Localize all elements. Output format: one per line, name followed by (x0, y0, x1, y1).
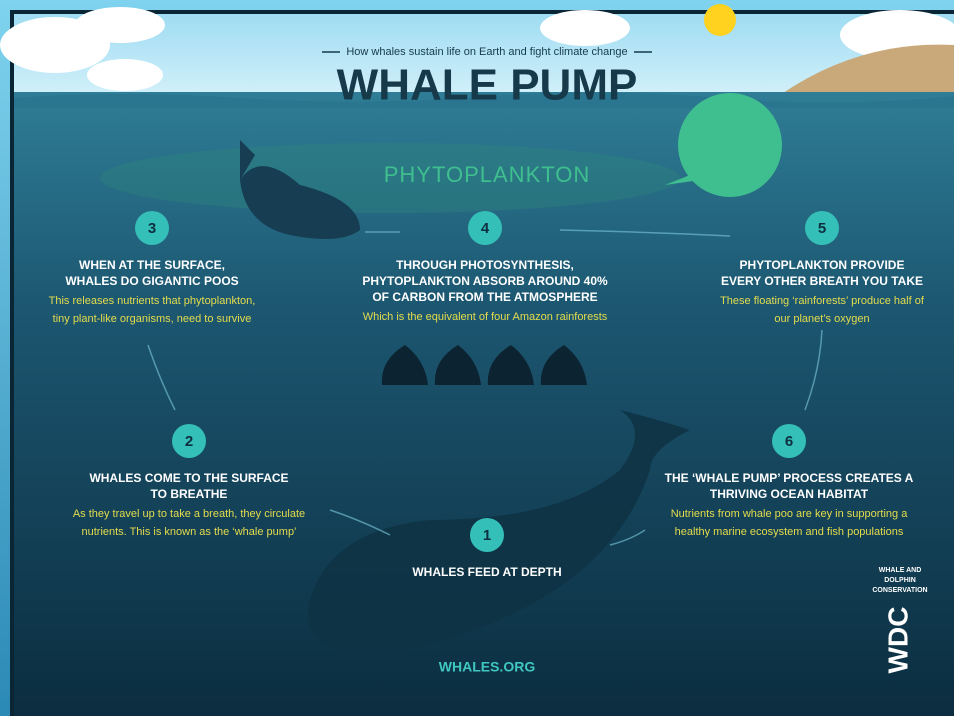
step-heading: WHALES FEED AT DEPTH (412, 565, 561, 579)
step-body: our planet’s oxygen (774, 313, 869, 325)
step-heading: WHALES COME TO THE SURFACE (89, 471, 288, 485)
logo-line: DOLPHIN (884, 577, 916, 584)
logo-line: WHALE AND (879, 567, 922, 574)
step-heading: WHEN AT THE SURFACE, (79, 258, 225, 272)
logo-mark: WDC (882, 607, 913, 674)
step-number: 5 (818, 220, 826, 237)
step-body: Nutrients from whale poo are key in supp… (671, 508, 909, 520)
infographic: How whales sustain life on Earth and fig… (0, 0, 954, 716)
step-heading: THRIVING OCEAN HABITAT (710, 487, 869, 501)
step-number: 2 (185, 433, 193, 450)
title: WHALE PUMP (337, 61, 638, 110)
step-body: These floating ‘rainforests’ produce hal… (720, 295, 925, 307)
sun (704, 4, 736, 36)
step-number: 1 (483, 527, 491, 544)
step-heading: EVERY OTHER BREATH YOU TAKE (721, 274, 923, 288)
plankton-bubble (678, 93, 782, 197)
step-body: This releases nutrients that phytoplankt… (49, 295, 256, 307)
step-body: nutrients. This is known as the ‘whale p… (81, 526, 296, 538)
step-body: Which is the equivalent of four Amazon r… (363, 311, 608, 323)
step-body: tiny plant-like organisms, need to survi… (53, 313, 252, 325)
subtitle: How whales sustain life on Earth and fig… (346, 46, 627, 58)
step-heading: THE ‘WHALE PUMP’ PROCESS CREATES A (665, 471, 914, 485)
step-heading: TO BREATHE (151, 487, 228, 501)
step-heading: WHALES DO GIGANTIC POOS (65, 274, 238, 288)
band-label: PHYTOPLANKTON (384, 162, 591, 187)
step-body: As they travel up to take a breath, they… (73, 508, 305, 520)
page: How whales sustain life on Earth and fig… (0, 0, 954, 716)
step-number: 4 (481, 220, 490, 237)
step-heading: PHYTOPLANKTON PROVIDE (740, 258, 905, 272)
step-heading: OF CARBON FROM THE ATMOSPHERE (372, 290, 597, 304)
step-heading: THROUGH PHOTOSYNTHESIS, (396, 258, 574, 272)
step-number: 3 (148, 220, 156, 237)
logo-line: CONSERVATION (872, 587, 927, 594)
step-number: 6 (785, 433, 793, 450)
step-body: healthy marine ecosystem and fish popula… (675, 526, 904, 538)
step-heading: PHYTOPLANKTON ABSORB AROUND 40% (362, 274, 608, 288)
footer: WHALES.ORG (439, 659, 536, 675)
